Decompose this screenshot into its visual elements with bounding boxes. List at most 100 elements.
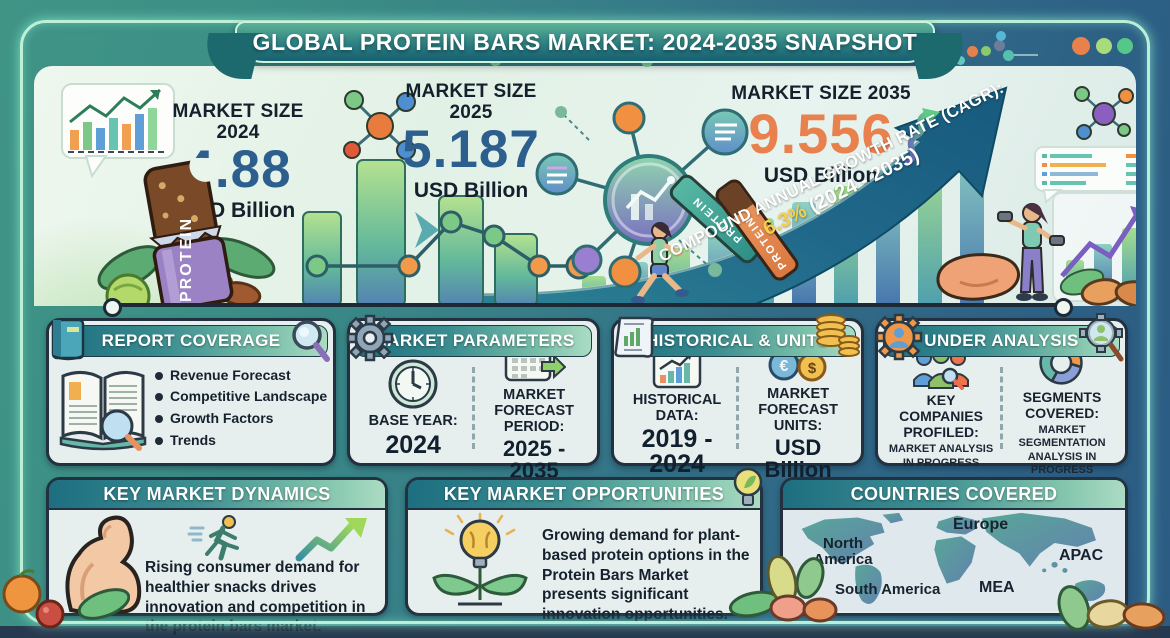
key-companies-label: KEY COMPANIES PROFILED: (899, 392, 983, 440)
hero-section: COMPOUND ANNUAL GROWTH RATE (CAGR): 6.3%… (34, 66, 1136, 306)
chart-bubble-icon (61, 83, 175, 179)
almonds-illustration (1059, 268, 1136, 306)
runner-icon (187, 515, 239, 561)
under-analysis-title: UNDER ANALYSIS (924, 331, 1079, 350)
market-size-2025: MARKET SIZE 2025 5.187 USD Billion (391, 81, 551, 203)
cashew-illustration (936, 253, 1020, 301)
market-size-2035: MARKET SIZE 2035 9.556 USD Billion (716, 83, 926, 188)
opportunities-text: Growing demand for plant-based protein o… (542, 527, 750, 624)
market-size-2035-value: 9.556 (748, 101, 894, 165)
deco-dot (1096, 38, 1112, 54)
key-companies-status: MARKET ANALYSIS IN PROGRESS (888, 443, 994, 469)
deco-dot (1117, 38, 1133, 54)
forecast-period-label: MARKET FORECAST PERIOD: (494, 386, 574, 436)
panel-historical-units: HISTORICAL & UNITS (611, 314, 865, 481)
region-label-apac: APAC (1059, 547, 1104, 564)
runner-illustration (631, 222, 689, 304)
historical-data-label: HISTORICAL DATA: (632, 391, 722, 424)
clock-icon (388, 359, 438, 409)
magnifier-icon (292, 320, 331, 362)
base-year-value: 2024 (385, 430, 441, 459)
historical-units-body: HISTORICAL DATA: 2019 - 2024 $ € $ MARKE… (614, 334, 861, 481)
bullet-item: Growth Factors (155, 408, 327, 430)
deco-dot (996, 31, 1006, 41)
network-diagram (535, 101, 749, 289)
world-map (801, 512, 1106, 604)
bulb-plant-icon (432, 512, 528, 606)
under-analysis-body: KEY COMPANIES PROFILED: MARKET ANALYSIS … (878, 341, 1125, 476)
market-size-2035-label: MARKET SIZE 2035 (731, 83, 911, 104)
list-bubble-icon (1034, 146, 1136, 204)
mid-panels-row: REPORT COVERAGE (46, 313, 1129, 482)
nuts-decoration-center (728, 556, 838, 623)
bullet-item: Competitive Landscape (155, 386, 327, 408)
deco-dot (1003, 50, 1014, 61)
molecule-icon (343, 90, 416, 160)
bottom-panels-row: KEY MARKET DYNAMICS (46, 467, 1128, 635)
historical-data-value: 2019 - 2024 (641, 425, 713, 479)
gear-icon (346, 314, 394, 362)
report-coverage-header: REPORT COVERAGE (51, 318, 331, 362)
deco-dot (967, 46, 978, 57)
molecule-icon-right (1074, 86, 1134, 140)
svg-text:€: € (780, 358, 789, 375)
fruit-decoration-left (2, 569, 130, 629)
dashed-divider (1000, 367, 1004, 449)
forecast-period-value: 2025 - 2035 (502, 436, 566, 484)
dashed-divider (736, 367, 740, 449)
weightlifter-illustration (997, 203, 1065, 301)
protein-bar-wrapper-label: PROTEIN (178, 216, 195, 302)
under-analysis-header: UNDER ANALYSIS (875, 313, 1124, 362)
bullet-item: Revenue Forecast (155, 365, 327, 387)
deco-dot (1072, 37, 1090, 55)
region-label-mea: MEA (979, 579, 1015, 596)
panel-report-coverage: REPORT COVERAGE (46, 318, 337, 466)
report-coverage-title: REPORT COVERAGE (101, 331, 281, 350)
segments-label: SEGMENTS COVERED: (1022, 388, 1102, 421)
market-size-2035-unit: USD Billion (763, 163, 879, 187)
region-label-europe: Europe (953, 516, 1009, 533)
panel-under-analysis: UNDER ANALYSIS (875, 313, 1129, 476)
market-size-2025-label-2: 2025 (449, 101, 493, 123)
opportunities-header: KEY MARKET OPPORTUNITIES (408, 467, 763, 510)
dashed-divider (472, 367, 476, 449)
open-book-icon (59, 371, 147, 451)
dynamics-title: KEY MARKET DYNAMICS (103, 483, 331, 504)
protein-bar-illustration: PROTEIN (92, 158, 282, 306)
section-divider (103, 298, 1073, 317)
base-year-label: BASE YEAR: (368, 413, 458, 430)
gear-person-magnifier-icon (1079, 313, 1124, 362)
dynamics-text: Rising consumer demand for healthier sna… (145, 559, 366, 636)
deco-dot (956, 56, 965, 65)
region-label-north-america: North America (813, 535, 873, 568)
panel-countries-covered: COUNTRIES COVERED North (780, 477, 1128, 616)
market-size-2024-label-1: MARKET SIZE (172, 101, 304, 122)
historical-units-header: HISTORICAL & UNITS (614, 314, 861, 358)
coins-icon (816, 314, 861, 357)
bullet-item: Trends (155, 430, 327, 452)
region-label-south-america: South America (835, 581, 941, 598)
market-size-2025-value: 5.187 (402, 120, 540, 180)
panel-key-market-opportunities: KEY MARKET OPPORTUNITIES (405, 467, 763, 623)
market-size-2025-unit: USD Billion (413, 179, 529, 203)
deco-line (1004, 54, 1038, 56)
growth-arrow-icon (295, 518, 367, 562)
scroll-chart-icon (614, 316, 654, 358)
title-banner: GLOBAL PROTEIN BARS MARKET: 2024-2035 SN… (235, 21, 935, 63)
bar-line-chart (302, 159, 589, 306)
deco-dot (994, 40, 1005, 51)
market-parameters-title: MARKET PARAMETERS (372, 331, 575, 350)
page-title: GLOBAL PROTEIN BARS MARKET: 2024-2035 SN… (252, 28, 918, 55)
market-size-2024-label-2: 2024 (216, 121, 260, 143)
market-parameters-body: BASE YEAR: 2024 (350, 335, 597, 482)
opportunities-title: KEY MARKET OPPORTUNITIES (443, 483, 725, 504)
panel-key-market-dynamics: KEY MARKET DYNAMICS (46, 477, 388, 635)
countries-title: COUNTRIES COVERED (850, 483, 1058, 504)
forecast-units-value: USD Billion (764, 435, 832, 483)
report-coverage-bullets: Revenue Forecast Competitive Landscape G… (151, 365, 327, 452)
dynamics-header: KEY MARKET DYNAMICS (49, 480, 385, 510)
nuts-decoration-right (1057, 585, 1166, 631)
forecast-units-label: MARKET FORECAST UNITS: (758, 385, 838, 435)
segments-block: SEGMENTS COVERED: MARKET SEGMENTATION AN… (1005, 339, 1119, 477)
svg-text:$: $ (808, 360, 817, 377)
